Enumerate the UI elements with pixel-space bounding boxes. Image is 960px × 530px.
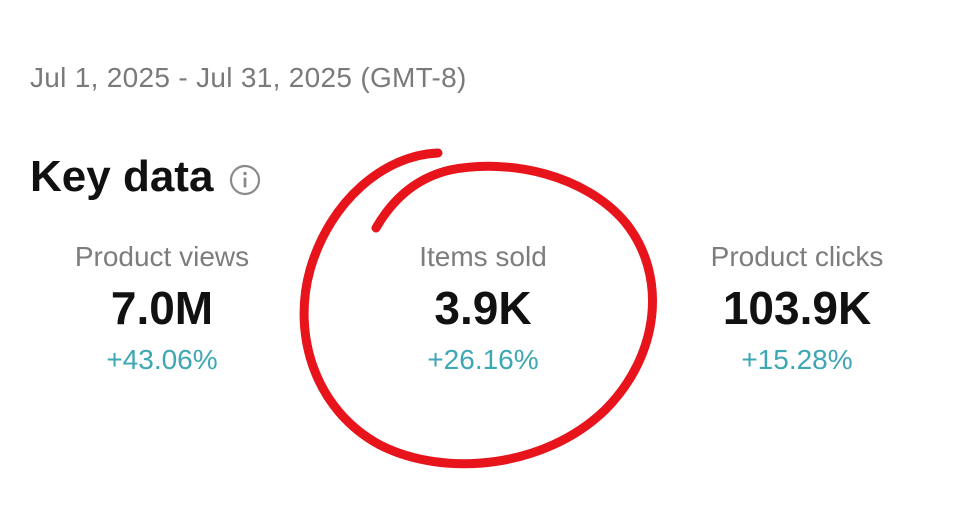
metric-change: +26.16% — [427, 344, 539, 375]
metric-label: Product views — [74, 241, 250, 272]
info-icon[interactable] — [229, 164, 261, 196]
metric-label: Product clicks — [710, 241, 884, 272]
metric-product-clicks[interactable]: Product clicks 103.9K +15.28% — [647, 240, 947, 378]
metric-label: Items sold — [419, 241, 547, 272]
metric-value: 7.0M — [110, 282, 214, 334]
metrics-row: Product views 7.0M +43.06% Items sold 3.… — [0, 240, 960, 400]
metric-value: 3.9K — [434, 282, 532, 334]
section-header: Key data — [30, 152, 261, 202]
metric-items-sold[interactable]: Items sold 3.9K +26.16% — [333, 240, 633, 378]
section-title: Key data — [30, 152, 214, 201]
date-range[interactable]: Jul 1, 2025 - Jul 31, 2025 (GMT-8) — [30, 62, 467, 93]
metric-change: +15.28% — [741, 344, 853, 375]
metric-value: 103.9K — [722, 282, 872, 334]
metric-product-views[interactable]: Product views 7.0M +43.06% — [12, 240, 312, 378]
metric-change: +43.06% — [106, 344, 218, 375]
